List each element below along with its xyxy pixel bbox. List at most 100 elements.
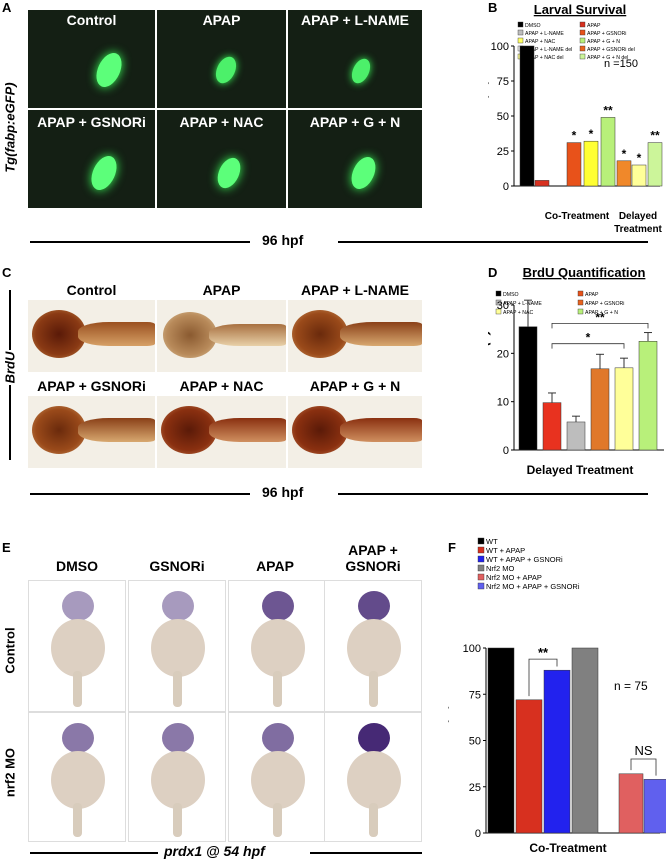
embryo-head	[262, 723, 294, 753]
col-label-gsnori: GSNORi	[149, 558, 205, 574]
legend-label: APAP	[587, 23, 601, 29]
bar	[600, 117, 616, 187]
bar	[566, 421, 586, 451]
embryo-yolk	[51, 619, 105, 677]
significance-star: *	[572, 129, 577, 143]
panel-letter-c: C	[2, 265, 12, 280]
legend-swatch	[579, 29, 586, 36]
y-tick-label: 25	[469, 782, 481, 794]
y-tick-label: 25	[497, 146, 509, 158]
embryo-image	[228, 580, 326, 712]
brdu-label-6: APAP + G + N	[309, 378, 401, 394]
n-annotation: n =150	[604, 58, 638, 70]
y-tick-label: 20	[497, 348, 509, 360]
brdu-image-2	[157, 300, 286, 372]
y-axis-label: BrdU + cells (#)	[488, 330, 491, 425]
significance-label: *	[586, 331, 591, 345]
bar	[647, 142, 663, 187]
bar	[515, 699, 543, 834]
y-tick-label: 100	[491, 41, 509, 53]
gfp-image-1: Control	[28, 10, 155, 108]
embryo-yolk	[347, 619, 401, 677]
panel-c-side-label: BrdU	[2, 351, 18, 384]
larva-head	[292, 310, 348, 358]
gfp-liver-signal	[86, 152, 122, 194]
larva-body	[209, 418, 286, 442]
y-tick-label: 50	[497, 111, 509, 123]
gfp-image-6: APAP + G + N	[288, 110, 422, 208]
embryo-head	[262, 591, 294, 621]
legend-label: Nrf2 MO + APAP + GSNORi	[486, 582, 580, 591]
significance-label: NS	[634, 743, 652, 758]
legend-label: APAP + NAC del	[525, 55, 564, 61]
bar	[519, 45, 535, 187]
embryo-tail	[73, 671, 82, 707]
legend-label: WT + APAP	[486, 546, 525, 555]
group-label: Treatment	[614, 224, 662, 235]
legend-swatch	[579, 53, 586, 60]
panel-a-stage: 96 hpf	[262, 232, 304, 248]
gfp-liver-signal	[348, 55, 374, 87]
embryo-head	[162, 591, 194, 621]
legend-swatch	[517, 21, 524, 28]
legend-swatch	[477, 537, 485, 545]
significance-star: **	[603, 103, 613, 117]
brdu-image-5	[157, 396, 286, 468]
group-label: Co-Treatment	[545, 211, 610, 222]
chart-title: Larval Survival	[534, 2, 627, 17]
y-tick-label: 75	[497, 76, 509, 88]
legend-swatch	[577, 308, 584, 315]
embryo-head	[62, 723, 94, 753]
embryo-tail	[369, 803, 378, 837]
legend-label: DMSO	[525, 23, 541, 29]
gfp-label-6: APAP + G + N	[309, 114, 401, 130]
bar	[614, 367, 634, 451]
panel-letter-e: E	[2, 540, 11, 555]
col-label-dmso: DMSO	[56, 558, 98, 574]
stage-line-left	[30, 241, 250, 243]
gfp-liver-signal	[213, 154, 245, 192]
bar	[571, 647, 599, 834]
chart-title: BrdU Quantification	[523, 265, 646, 280]
panel-e-caption: prdx1 @ 54 hpf	[164, 843, 265, 859]
gfp-image-5: APAP + NAC	[157, 110, 286, 208]
embryo-yolk	[51, 751, 105, 809]
panel-letter-f: F	[448, 540, 456, 555]
larva-head	[32, 310, 86, 358]
gfp-image-4: APAP + GSNORi	[28, 110, 155, 208]
panel-letter-b: B	[488, 0, 498, 15]
chart-brdu-quantification: BrdU Quantification DMSO APAP APAP + L-NAME…	[488, 265, 664, 477]
significance-label: **	[595, 310, 605, 324]
larva-head	[32, 406, 86, 454]
bar	[631, 164, 647, 187]
legend-label: APAP + NAC	[525, 39, 555, 45]
legend-swatch	[477, 546, 485, 554]
legend-label: APAP + G + N	[585, 310, 618, 316]
row-label-control: Control	[2, 627, 18, 674]
legend-swatch	[517, 37, 524, 44]
y-tick-label: 100	[463, 643, 481, 655]
bar	[638, 341, 658, 451]
gfp-image-3: APAP + L-NAME	[288, 10, 422, 108]
larva-body	[78, 322, 155, 346]
gfp-liver-signal	[346, 153, 381, 193]
stage-line-right	[338, 241, 648, 243]
embryo-tail	[73, 803, 82, 837]
embryo-tail	[173, 803, 182, 837]
larva-head	[161, 406, 217, 454]
y-tick-label: 50	[469, 736, 481, 748]
legend-swatch	[517, 29, 524, 36]
brdu-image-6	[288, 396, 422, 468]
embryo-image	[128, 712, 226, 842]
legend-swatch	[477, 555, 485, 563]
larva-head	[163, 312, 217, 358]
legend-label: APAP	[585, 292, 599, 298]
gfp-image-2: APAP	[157, 10, 286, 108]
legend-label: DMSO	[503, 292, 519, 298]
brdu-label-4: APAP + GSNORi	[37, 378, 146, 394]
col-label-apap-gsnori: APAP + GSNORi	[345, 542, 401, 574]
brdu-image-3	[288, 300, 422, 372]
legend-label: APAP + L-NAME	[503, 301, 542, 307]
embryo-yolk	[251, 619, 305, 677]
legend-label: APAP + GSNORi	[587, 31, 626, 37]
